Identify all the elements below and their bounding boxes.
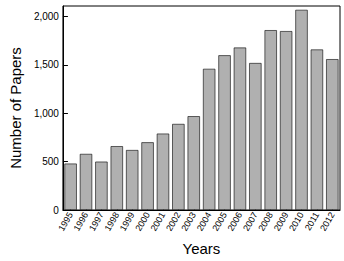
svg-text:2004: 2004 [195, 210, 214, 232]
svg-text:1997: 1997 [87, 210, 106, 232]
svg-text:Years: Years [183, 240, 221, 257]
svg-text:500: 500 [42, 156, 59, 167]
svg-text:2000: 2000 [133, 210, 152, 232]
svg-text:1996: 1996 [72, 210, 91, 232]
svg-text:1995: 1995 [56, 210, 75, 232]
svg-text:2008: 2008 [256, 210, 275, 232]
svg-text:1,000: 1,000 [34, 108, 59, 119]
svg-text:2012: 2012 [318, 210, 337, 232]
svg-text:2010: 2010 [287, 210, 306, 232]
svg-text:2009: 2009 [272, 210, 291, 232]
svg-text:2006: 2006 [226, 210, 245, 232]
svg-text:2011: 2011 [302, 210, 322, 233]
svg-text:2001: 2001 [149, 210, 168, 232]
svg-text:1,500: 1,500 [34, 59, 59, 70]
svg-text:1998: 1998 [102, 210, 121, 232]
svg-text:Number of Papers: Number of Papers [7, 47, 24, 169]
svg-text:2003: 2003 [179, 210, 198, 232]
svg-text:0: 0 [53, 205, 59, 216]
svg-text:2007: 2007 [241, 210, 260, 232]
svg-text:2005: 2005 [210, 210, 229, 232]
svg-text:2,000: 2,000 [34, 11, 59, 22]
svg-text:2002: 2002 [164, 210, 183, 232]
svg-text:1999: 1999 [118, 210, 137, 232]
